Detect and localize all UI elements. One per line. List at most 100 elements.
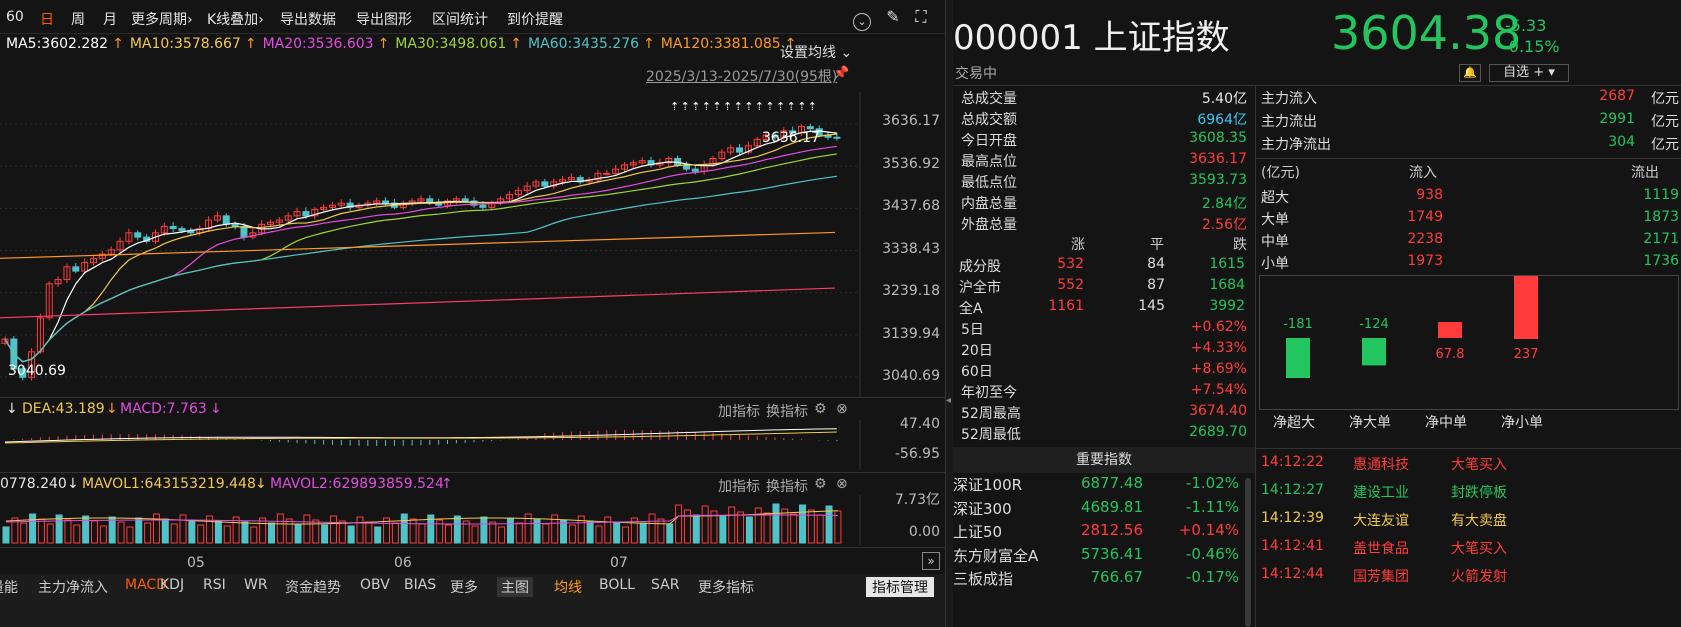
fullscreen-icon[interactable]: ⛶ bbox=[915, 7, 927, 26]
index-row[interactable]: 上证50 2812.56 +0.14% bbox=[953, 521, 1243, 544]
indicator-tab-5[interactable]: WR bbox=[244, 577, 268, 593]
period-day[interactable]: 日 bbox=[40, 12, 54, 28]
tick-row[interactable]: 14:12:41 盖世食品 大笔买入 bbox=[1259, 538, 1679, 564]
breadth-down: 3992 bbox=[1209, 298, 1245, 314]
volume-bar bbox=[20, 522, 28, 544]
indicator-tab-15[interactable]: 指标管理 bbox=[866, 577, 934, 597]
chevron-down-icon[interactable]: ⌄ bbox=[853, 13, 871, 31]
scrollbar[interactable] bbox=[1245, 478, 1251, 627]
tick-row[interactable]: 14:12:27 建设工业 封跌停板 bbox=[1259, 482, 1679, 508]
index-value: 6877.48 bbox=[1080, 474, 1143, 492]
flow-row: 小单 1973 1736 bbox=[1259, 253, 1679, 275]
volume-bar bbox=[400, 513, 408, 544]
indicator-tab-11[interactable]: 均线 bbox=[554, 580, 582, 596]
tick-row[interactable]: 14:12:22 惠通科技 大笔买入 bbox=[1259, 454, 1679, 480]
indicator-tab-4[interactable]: RSI bbox=[203, 577, 226, 593]
indicator-tab-10[interactable]: 主图 bbox=[497, 577, 533, 597]
ma-settings-button[interactable]: 设置均线 ⌄ bbox=[780, 42, 852, 62]
volume-bar bbox=[675, 504, 683, 544]
tick-row[interactable]: 14:12:44 国芳集团 火箭发射 bbox=[1259, 566, 1679, 592]
period-60[interactable]: 60 bbox=[6, 9, 24, 25]
indicator-tab-2[interactable]: MACD bbox=[125, 577, 167, 593]
index-row[interactable]: 东方财富全A 5736.41 -0.46% bbox=[953, 545, 1243, 568]
switch-indicator-button[interactable]: 换指标 bbox=[766, 479, 808, 495]
volume-bar bbox=[604, 516, 612, 544]
flow-summary-value: 2991 bbox=[1599, 111, 1635, 127]
candle-body bbox=[240, 225, 248, 238]
candle-body bbox=[320, 206, 328, 210]
bell-icon[interactable]: 🔔 bbox=[1459, 64, 1481, 82]
indicator-tab-1[interactable]: 主力净流入 bbox=[38, 580, 108, 596]
breadth-down: 1684 bbox=[1209, 277, 1245, 293]
index-row[interactable]: 深证100R 6877.48 -1.02% bbox=[953, 474, 1243, 497]
price-alert-button[interactable]: 到价提醒 bbox=[507, 12, 563, 28]
candle-body bbox=[28, 351, 36, 378]
range-stats-button[interactable]: 区间统计 bbox=[432, 12, 488, 28]
index-change: -1.11% bbox=[1185, 497, 1239, 516]
watchlist-button[interactable]: 自选 + ▾ bbox=[1489, 64, 1569, 82]
period-week[interactable]: 周 bbox=[71, 12, 85, 28]
panel-splitter[interactable]: ◂ bbox=[945, 0, 953, 627]
stat-label: 最低点位 bbox=[961, 175, 1017, 191]
ma-arrow: ↑ bbox=[643, 36, 655, 52]
tick-row[interactable]: 14:12:39 大连友谊 有大卖盘 bbox=[1259, 510, 1679, 536]
arrow-marker: ⇡ bbox=[723, 100, 732, 113]
indicator-tab-9[interactable]: 更多 bbox=[450, 580, 478, 596]
brush-icon[interactable]: ✎ bbox=[886, 7, 900, 26]
collapse-icon[interactable]: ◂ bbox=[946, 395, 952, 406]
pin-icon[interactable]: 📌 bbox=[833, 66, 850, 81]
indicator-tab-7[interactable]: OBV bbox=[360, 577, 390, 593]
gear-icon[interactable]: ⚙ bbox=[814, 476, 827, 492]
period-month[interactable]: 月 bbox=[103, 12, 117, 28]
tick-event: 有大卖盘 bbox=[1451, 513, 1507, 529]
indicator-tab-13[interactable]: SAR bbox=[651, 577, 680, 593]
volume-bar bbox=[622, 526, 629, 544]
add-indicator-button[interactable]: 加指标 bbox=[718, 404, 760, 420]
candle-body bbox=[638, 160, 646, 164]
volume-bar bbox=[37, 518, 45, 544]
perf-row: 20日 +4.33% bbox=[961, 340, 1251, 361]
indicator-tab-3[interactable]: KDJ bbox=[160, 577, 185, 593]
stat-row: 最低点位 3593.73 bbox=[961, 172, 1251, 193]
export-graphic-button[interactable]: 导出图形 bbox=[356, 12, 412, 28]
divider bbox=[1256, 158, 1681, 159]
candle-body bbox=[461, 198, 469, 202]
flow-row: 大单 1749 1873 bbox=[1259, 209, 1679, 231]
indicator-tab-6[interactable]: 资金趋势 bbox=[285, 580, 341, 596]
close-icon[interactable]: ⊗ bbox=[836, 476, 848, 492]
indicator-tab-8[interactable]: BIAS bbox=[404, 577, 437, 593]
volume-bar bbox=[55, 514, 63, 544]
chevron-down-icon: ⌄ bbox=[840, 45, 853, 61]
more-periods-dropdown[interactable]: 更多周期› bbox=[131, 9, 193, 29]
net-flow-label: 净超大 bbox=[1273, 415, 1315, 431]
arrow-marker: ⇡ bbox=[808, 100, 817, 113]
indicator-tab-0[interactable]: 量能 bbox=[0, 580, 18, 596]
ma10-line bbox=[4, 133, 837, 363]
net-flow-bar bbox=[1514, 276, 1538, 339]
export-data-button[interactable]: 导出数据 bbox=[280, 12, 336, 28]
flow-summary-unit: 亿元 bbox=[1651, 137, 1679, 153]
close-icon[interactable]: ⊗ bbox=[836, 401, 848, 417]
month-label: 05 bbox=[187, 555, 205, 571]
switch-indicator-button[interactable]: 换指标 bbox=[766, 404, 808, 420]
index-row[interactable]: 三板成指 766.67 -0.17% bbox=[953, 568, 1243, 591]
indicator-tab-14[interactable]: 更多指标 bbox=[698, 580, 754, 596]
indicator-tab-12[interactable]: BOLL bbox=[599, 577, 635, 593]
index-row[interactable]: 深证300 4689.81 -1.11% bbox=[953, 498, 1243, 521]
kline-overlay-dropdown[interactable]: K线叠加› bbox=[207, 9, 264, 29]
index-change: +0.14% bbox=[1178, 521, 1239, 539]
volume-bar bbox=[161, 518, 169, 544]
arrow-marker: ⇡ bbox=[691, 100, 700, 113]
dea-value: DEA:43.189 bbox=[22, 401, 105, 417]
expand-icon[interactable]: » bbox=[922, 552, 940, 570]
arrow-marker: ⇡ bbox=[734, 100, 743, 113]
candle-body bbox=[160, 225, 168, 234]
ma250-line bbox=[0, 287, 836, 319]
candle-body bbox=[815, 128, 823, 136]
divider bbox=[0, 397, 945, 398]
volume-bar bbox=[329, 515, 337, 544]
perf-label: 52周最低 bbox=[961, 427, 1021, 443]
add-indicator-button[interactable]: 加指标 bbox=[718, 479, 760, 495]
gear-icon[interactable]: ⚙ bbox=[814, 401, 827, 417]
index-value: 766.67 bbox=[1090, 568, 1144, 586]
